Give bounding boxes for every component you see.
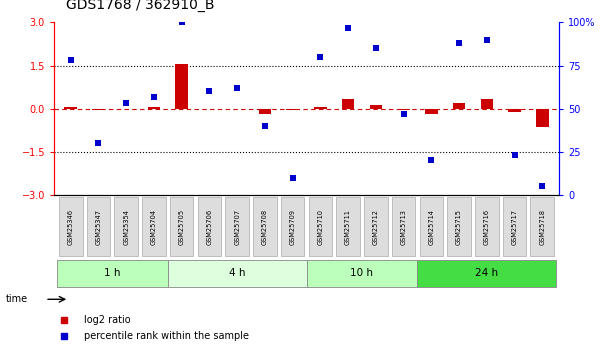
Bar [64, 107, 77, 109]
Point [66, 58, 76, 63]
Point [149, 94, 159, 99]
FancyBboxPatch shape [253, 197, 276, 256]
Bar [342, 99, 355, 109]
Point [233, 85, 242, 91]
Point [454, 40, 464, 46]
Point [204, 89, 214, 94]
Text: GSM25354: GSM25354 [123, 209, 129, 245]
Point [316, 54, 325, 60]
Text: GSM25715: GSM25715 [456, 209, 462, 245]
Point [288, 175, 297, 180]
Text: GSM25347: GSM25347 [96, 209, 102, 245]
Text: percentile rank within the sample: percentile rank within the sample [84, 332, 249, 341]
FancyBboxPatch shape [392, 197, 415, 256]
Bar [92, 109, 105, 110]
FancyBboxPatch shape [281, 197, 305, 256]
FancyBboxPatch shape [475, 197, 499, 256]
Text: GSM25346: GSM25346 [68, 209, 74, 245]
Point [343, 25, 353, 30]
Point [371, 46, 380, 51]
Text: GSM25714: GSM25714 [429, 209, 435, 245]
Point [537, 184, 547, 189]
Point [482, 37, 492, 42]
Text: GDS1768 / 362910_B: GDS1768 / 362910_B [66, 0, 215, 12]
Text: log2 ratio: log2 ratio [84, 315, 131, 325]
FancyBboxPatch shape [114, 197, 138, 256]
Text: GSM25704: GSM25704 [151, 209, 157, 245]
FancyBboxPatch shape [142, 197, 166, 256]
Text: GSM25709: GSM25709 [290, 209, 296, 245]
Text: 24 h: 24 h [475, 268, 498, 278]
Point [121, 101, 131, 106]
Text: 4 h: 4 h [229, 268, 245, 278]
Bar [536, 109, 549, 127]
Text: GSM25706: GSM25706 [206, 209, 212, 245]
FancyBboxPatch shape [337, 197, 360, 256]
Bar [287, 109, 299, 110]
FancyBboxPatch shape [59, 197, 82, 256]
FancyBboxPatch shape [87, 197, 110, 256]
Point [510, 152, 519, 158]
FancyBboxPatch shape [198, 197, 221, 256]
Text: 1 h: 1 h [104, 268, 121, 278]
Bar [481, 99, 493, 109]
Bar [175, 64, 188, 109]
FancyBboxPatch shape [364, 197, 388, 256]
Point [94, 140, 103, 146]
Point [260, 123, 270, 129]
Text: 10 h: 10 h [350, 268, 373, 278]
FancyBboxPatch shape [418, 260, 556, 287]
Text: GSM25717: GSM25717 [511, 209, 517, 245]
FancyBboxPatch shape [503, 197, 526, 256]
Text: GSM25716: GSM25716 [484, 209, 490, 245]
FancyBboxPatch shape [307, 260, 418, 287]
FancyBboxPatch shape [225, 197, 249, 256]
Text: time: time [6, 294, 28, 304]
Point [399, 111, 409, 117]
Text: GSM25705: GSM25705 [178, 209, 185, 245]
Point [427, 158, 436, 163]
Text: GSM25712: GSM25712 [373, 209, 379, 245]
Point [177, 20, 186, 25]
Text: GSM25710: GSM25710 [317, 209, 323, 245]
FancyBboxPatch shape [531, 197, 554, 256]
FancyBboxPatch shape [170, 197, 194, 256]
FancyBboxPatch shape [168, 260, 307, 287]
Bar [148, 107, 160, 109]
FancyBboxPatch shape [308, 197, 332, 256]
Text: GSM25708: GSM25708 [262, 209, 268, 245]
Bar [453, 104, 465, 109]
Bar [508, 109, 521, 112]
Bar [425, 109, 438, 115]
Text: GSM25707: GSM25707 [234, 209, 240, 245]
FancyBboxPatch shape [447, 197, 471, 256]
Bar [314, 107, 326, 109]
Bar [370, 105, 382, 109]
Bar [258, 109, 271, 114]
Text: GSM25718: GSM25718 [539, 209, 545, 245]
FancyBboxPatch shape [57, 260, 168, 287]
Text: GSM25713: GSM25713 [401, 209, 407, 245]
Text: GSM25711: GSM25711 [345, 209, 351, 245]
Bar [397, 109, 410, 110]
FancyBboxPatch shape [419, 197, 443, 256]
